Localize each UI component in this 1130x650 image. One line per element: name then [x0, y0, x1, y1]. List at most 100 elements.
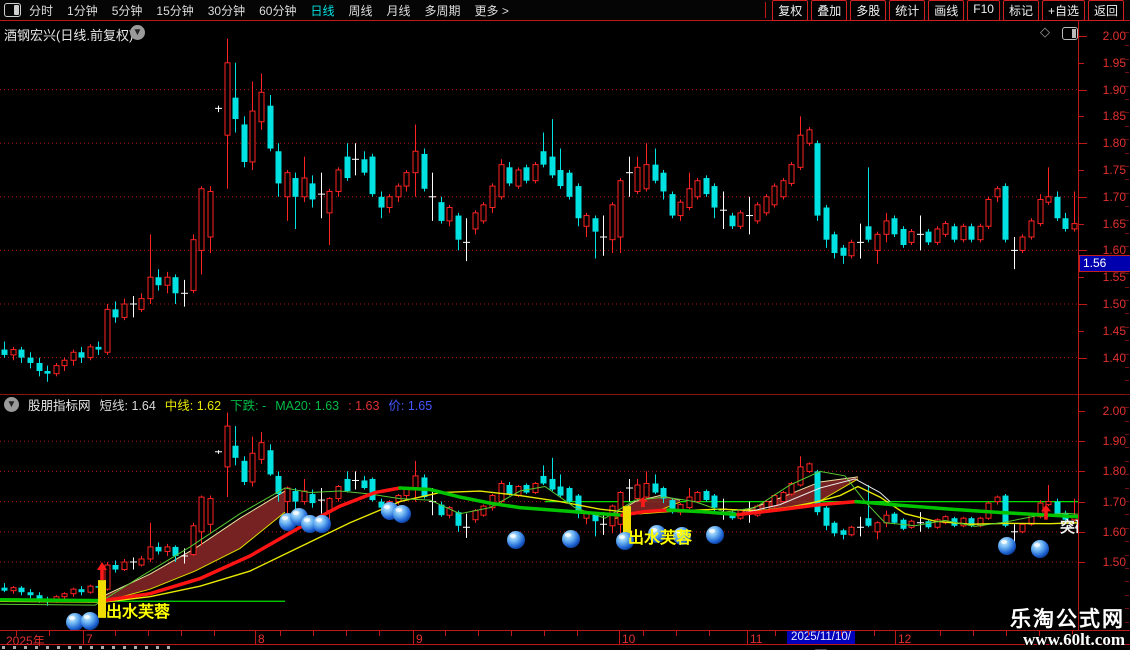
page-title: 酒钢宏兴(日线.前复权)	[4, 28, 134, 43]
month-tick	[619, 631, 620, 644]
indicator-token: MA20: 1.63	[275, 399, 340, 413]
period-tab-5分钟[interactable]: 5分钟	[111, 3, 143, 18]
indicator-token: : 1.63	[348, 399, 380, 413]
axis-tick	[1079, 441, 1085, 443]
minor-tick	[1039, 631, 1040, 636]
edge-tick	[1125, 59, 1129, 60]
main-axis-tick-label: 1.70	[1102, 189, 1126, 204]
minor-tick	[544, 631, 545, 636]
pattern-label: 出水芙蓉	[628, 528, 692, 547]
minor-tick	[313, 631, 314, 636]
period-tab-分时[interactable]: 分时	[29, 3, 54, 18]
indicator-values: 股朋指标网 短线: 1.64 中线: 1.62 下跌: - MA20: 1.63: 1.…	[28, 395, 441, 414]
minor-tick	[577, 631, 578, 636]
blue-sphere-marker	[313, 515, 331, 533]
edge-tick	[1125, 273, 1129, 274]
edge-tick	[1125, 541, 1129, 542]
top-toolbar: 分时 1分钟 5分钟 15分钟 30分钟 60分钟 日线 周线 月线 多周期 更多 > 复权 叠加 多股…	[0, 0, 1130, 21]
main-axis-tick-label: 1.85	[1102, 109, 1126, 124]
minor-tick	[808, 631, 809, 636]
period-tab-多周期[interactable]: 多周期	[424, 3, 461, 18]
minor-tick	[379, 631, 380, 636]
main-axis-tick-label: 1.95	[1102, 55, 1126, 70]
minor-tick	[1006, 631, 1007, 636]
toolbar-button-叠加[interactable]: 叠加	[811, 0, 848, 21]
edge-tick	[1125, 72, 1129, 73]
toolbar-button-统计[interactable]: 统计	[889, 0, 926, 21]
edge-tick	[1125, 246, 1129, 247]
period-tab-30分钟[interactable]: 30分钟	[207, 3, 246, 18]
edge-tick	[1125, 528, 1129, 529]
minor-tick	[775, 631, 776, 636]
blue-sphere-marker	[507, 531, 525, 549]
split-panel-icon[interactable]	[1062, 27, 1078, 40]
indicator-chart-canvas[interactable]: 出水芙蓉出水芙蓉突破	[0, 410, 1078, 630]
minor-tick	[1072, 631, 1073, 636]
chart-title-bar: 酒钢宏兴(日线.前复权) ▼ ◇	[0, 21, 1130, 43]
edge-tick	[1125, 421, 1129, 422]
period-tab-60分钟[interactable]: 60分钟	[259, 3, 297, 18]
month-label-10: 10	[622, 632, 636, 646]
blue-sphere-marker	[66, 613, 84, 630]
period-tab-1分钟[interactable]: 1分钟	[67, 3, 98, 18]
period-tab-周线[interactable]: 周线	[348, 3, 373, 18]
minor-tick	[841, 631, 842, 636]
year-label: 2025年	[6, 634, 45, 648]
toolbar-button-标记[interactable]: 标记	[1002, 0, 1039, 21]
main-axis-tick-label: 1.40	[1102, 350, 1126, 365]
main-axis-tick-label: 2.00	[1102, 29, 1126, 43]
toolbar-button-F10[interactable]: F10	[967, 0, 1000, 21]
sub-axis-tick-label: 1.60	[1102, 524, 1126, 539]
main-axis-tick-label: 1.90	[1102, 82, 1126, 97]
toolbar-button-复权[interactable]: 复权	[772, 0, 809, 21]
month-label-8: 8	[258, 632, 265, 646]
main-axis-tick-label: 1.50	[1102, 297, 1126, 311]
edge-tick	[1125, 287, 1129, 288]
diamond-icon[interactable]: ◇	[1040, 24, 1050, 39]
blue-sphere-marker	[673, 527, 691, 545]
month-tick	[413, 631, 414, 644]
edge-tick	[1125, 595, 1129, 596]
chevron-down-icon[interactable]: ▼	[4, 397, 19, 412]
axis-tick	[1079, 89, 1087, 91]
toolbar-button-多股[interactable]: 多股	[850, 0, 887, 21]
breakout-label: 突破	[1060, 518, 1078, 536]
main-axis-tick-label: 1.75	[1102, 163, 1126, 177]
edge-tick	[1125, 447, 1129, 448]
blue-sphere-marker	[81, 612, 99, 630]
watermark: 乐淘公式网 www.60lt.com	[1010, 609, 1125, 649]
toolbar-divider	[765, 2, 767, 18]
toolbar-button-+自选[interactable]: +自选	[1041, 0, 1085, 21]
price-axis-line	[1078, 21, 1079, 630]
axis-tick	[1079, 411, 1085, 412]
edge-tick	[1125, 313, 1129, 314]
blue-sphere-marker	[648, 525, 666, 543]
main-chart-canvas[interactable]	[0, 28, 1078, 394]
period-tab-日线[interactable]: 日线	[310, 3, 335, 18]
blue-sphere-marker	[706, 526, 724, 544]
axis-tick	[1079, 330, 1084, 332]
edge-tick	[1125, 153, 1129, 154]
axis-tick	[1079, 62, 1084, 64]
minor-tick	[181, 631, 182, 636]
axis-tick	[1079, 531, 1085, 533]
period-tab-更多 >[interactable]: 更多 >	[474, 3, 509, 18]
period-tab-月线[interactable]: 月线	[386, 3, 411, 18]
edge-tick	[1125, 608, 1129, 609]
edge-tick	[1125, 461, 1129, 462]
main-axis-tick-label: 1.80	[1102, 136, 1126, 151]
month-label-11: 11	[750, 632, 763, 646]
period-tab-15分钟[interactable]: 15分钟	[156, 3, 194, 18]
minor-tick	[445, 631, 446, 636]
panel-toggle-icon[interactable]	[4, 3, 21, 17]
toolbar-button-画线[interactable]: 画线	[928, 0, 965, 21]
minor-tick	[115, 631, 116, 636]
axis-tick	[1079, 196, 1087, 198]
last-price-tag: 1.56	[1079, 255, 1130, 272]
edge-tick	[1125, 514, 1129, 515]
blue-sphere-marker	[393, 505, 411, 523]
minor-tick	[148, 631, 149, 636]
chevron-down-icon[interactable]: ▼	[130, 25, 145, 40]
toolbar-button-返回[interactable]: 返回	[1087, 0, 1124, 21]
